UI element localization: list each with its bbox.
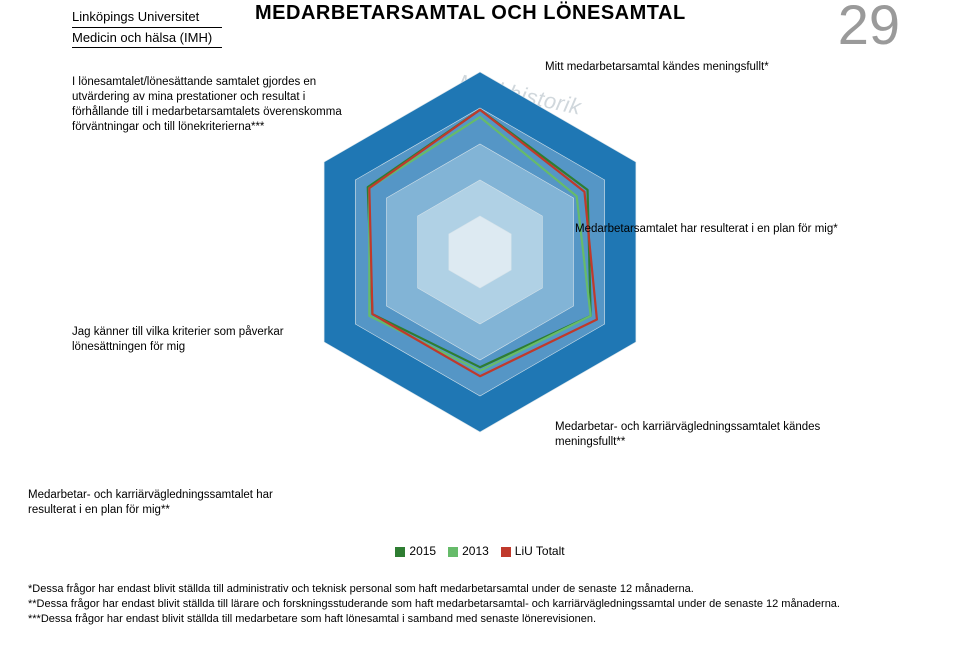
org-line-2: Medicin och hälsa (IMH) (72, 29, 222, 49)
legend-label: 2015 (409, 544, 436, 558)
axis-label-2: Medarbetar- och karriärvägledningssamtal… (555, 420, 835, 450)
page-number: 29 (838, 0, 900, 57)
axis-label-0: Mitt medarbetarsamtal kändes meningsfull… (545, 60, 825, 75)
legend-label: 2013 (462, 544, 489, 558)
footnote-2: **Dessa frågor har endast blivit ställda… (28, 597, 932, 612)
legend-swatch (501, 547, 511, 557)
org-line-1: Linköpings Universitet (72, 8, 222, 28)
axis-label-5: I lönesamtalet/lönesättande samtalet gjo… (72, 75, 352, 135)
legend-item: 2015 (395, 544, 436, 558)
legend-swatch (448, 547, 458, 557)
legend-label: LiU Totalt (515, 544, 565, 558)
legend-item: 2013 (448, 544, 489, 558)
footnotes: *Dessa frågor har endast blivit ställda … (28, 582, 932, 627)
axis-label-4: Jag känner till vilka kriterier som påve… (72, 325, 322, 355)
header-left: Linköpings Universitet Medicin och hälsa… (72, 8, 222, 49)
legend-item: LiU Totalt (501, 544, 565, 558)
footnote-1: *Dessa frågor har endast blivit ställda … (28, 582, 932, 597)
page-title: MEDARBETARSAMTAL OCH LÖNESAMTAL (255, 2, 686, 25)
legend: 2015 2013 LiU Totalt (0, 544, 960, 558)
legend-swatch (395, 547, 405, 557)
axis-label-3: Medarbetar- och karriärvägledningssamtal… (28, 488, 308, 518)
footnote-3: ***Dessa frågor har endast blivit ställd… (28, 612, 932, 627)
axis-label-1: Medarbetarsamtalet har resulterat i en p… (575, 222, 855, 237)
